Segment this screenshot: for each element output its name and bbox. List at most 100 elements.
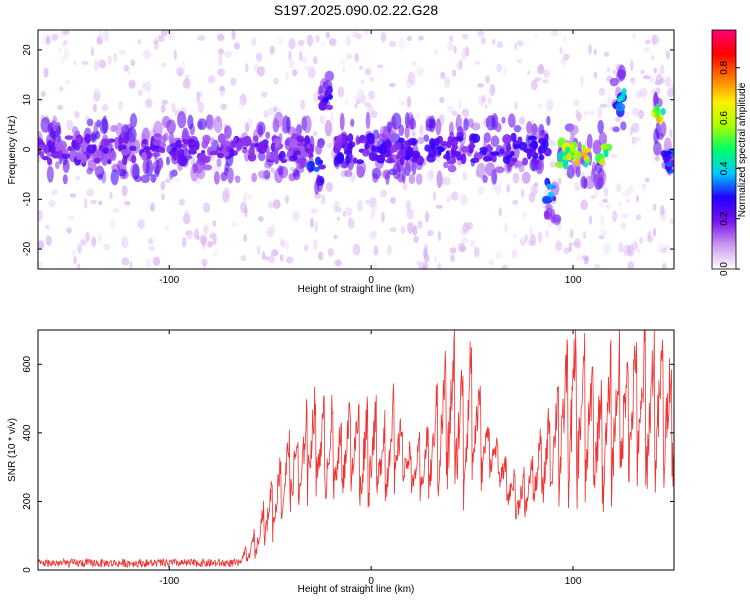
heatmap-cell xyxy=(531,159,539,165)
heatmap-cell xyxy=(279,238,286,248)
heatmap-cell xyxy=(198,101,204,113)
heatmap-cell xyxy=(594,263,601,269)
heatmap-cell xyxy=(57,140,68,151)
heatmap-cell xyxy=(143,146,152,151)
heatmap-cell xyxy=(423,134,430,142)
heatmap-cell xyxy=(347,217,352,226)
heatmap-cell xyxy=(64,79,70,85)
heatmap-cell xyxy=(371,167,382,180)
heatmap-cell xyxy=(243,234,248,243)
heatmap-cell xyxy=(173,49,177,60)
heatmap-cell xyxy=(435,118,442,136)
heatmap-cell xyxy=(407,222,413,234)
spectrogram-heatmap xyxy=(38,30,674,269)
heatmap-cell xyxy=(474,60,480,65)
heatmap-cell xyxy=(288,50,292,61)
heatmap-cell xyxy=(355,159,364,165)
heatmap-cell xyxy=(506,141,511,153)
heatmap-cell xyxy=(102,146,109,154)
heatmap-cell xyxy=(494,166,505,174)
heatmap-cell xyxy=(344,96,349,107)
heatmap-cell xyxy=(616,184,622,193)
heatmap-cell xyxy=(272,199,281,210)
heatmap-cell xyxy=(273,77,280,85)
heatmap-cell xyxy=(324,119,333,137)
heatmap-cell xyxy=(178,198,185,206)
heatmap-cell xyxy=(238,98,245,111)
heatmap-cell xyxy=(295,158,306,164)
heatmap-cell xyxy=(590,194,597,199)
heatmap-cell xyxy=(262,256,270,261)
heatmap-cell xyxy=(80,238,87,246)
heatmap-cell xyxy=(627,244,635,257)
heatmap-cell xyxy=(86,188,95,197)
snr-y-axis-label: SNR (10 * v/v) xyxy=(7,418,18,482)
heatmap-cell xyxy=(562,160,569,170)
heatmap-cell xyxy=(168,32,175,41)
heatmap-cell xyxy=(274,143,280,149)
heatmap-cell xyxy=(261,91,268,98)
heatmap-cell xyxy=(544,133,549,142)
heatmap-cell xyxy=(137,38,142,46)
heatmap-cell xyxy=(352,243,361,256)
heatmap-cell xyxy=(164,224,170,231)
heatmap-cell xyxy=(207,75,216,84)
heatmap-cell xyxy=(618,242,624,253)
heatmap-cell xyxy=(653,141,662,156)
heatmap-cell xyxy=(212,233,217,246)
heatmap-cell xyxy=(357,88,365,101)
heatmap-cell xyxy=(223,50,232,58)
heatmap-cell xyxy=(412,60,416,67)
heatmap-cell xyxy=(617,69,626,80)
heatmap-cell xyxy=(600,143,609,151)
heatmap-cell xyxy=(268,106,276,116)
heatmap-cell xyxy=(258,170,267,179)
heatmap-cell xyxy=(385,246,393,257)
heatmap-cell xyxy=(396,149,407,159)
heatmap-cell xyxy=(84,197,88,209)
heatmap-cell xyxy=(169,170,174,180)
heatmap-cell xyxy=(580,75,584,88)
heatmap-cell xyxy=(310,217,314,228)
heatmap-cell xyxy=(447,135,453,143)
heatmap-cell xyxy=(278,150,286,160)
heatmap-cell xyxy=(129,260,133,269)
heatmap-cell xyxy=(588,214,593,225)
heatmap-cell xyxy=(93,87,100,94)
heatmap-cell xyxy=(360,79,365,85)
snr-x-axis-label: Height of straight line (km) xyxy=(298,584,415,595)
heatmap-cell xyxy=(203,202,211,214)
heatmap-cell xyxy=(346,53,353,60)
heatmap-cell xyxy=(533,32,539,39)
heatmap-cell xyxy=(43,144,49,154)
heatmap-cell xyxy=(231,221,238,228)
heatmap-cell xyxy=(152,256,161,267)
heatmap-cell xyxy=(388,82,396,88)
heatmap-cell xyxy=(477,30,485,37)
heatmap-cell xyxy=(435,204,443,209)
heatmap-cell xyxy=(591,161,597,178)
heatmap-cell xyxy=(177,111,187,129)
heatmap-cell xyxy=(315,34,320,43)
heatmap-cell xyxy=(212,220,217,227)
heatmap-cell xyxy=(38,209,43,222)
heatmap-cell xyxy=(354,53,360,62)
heatmap-cell xyxy=(640,69,645,75)
heatmap-cell xyxy=(581,144,587,151)
heatmap-cell xyxy=(118,49,127,56)
heatmap-cell xyxy=(73,256,77,265)
heatmap-cell xyxy=(219,86,226,91)
heatmap-cell xyxy=(460,146,470,153)
heatmap-cell xyxy=(93,59,99,72)
heatmap-cell xyxy=(184,74,190,79)
heatmap-cell xyxy=(558,177,562,184)
heatmap-peak xyxy=(547,191,554,197)
heatmap-cell xyxy=(427,153,433,158)
heatmap-cell xyxy=(636,248,641,254)
heatmap-cell xyxy=(258,151,266,162)
heatmap-cell xyxy=(417,220,423,229)
heatmap-cell xyxy=(121,257,130,266)
heatmap-cell xyxy=(62,158,70,173)
heatmap-cell xyxy=(112,208,120,213)
heatmap-cell xyxy=(137,218,145,230)
